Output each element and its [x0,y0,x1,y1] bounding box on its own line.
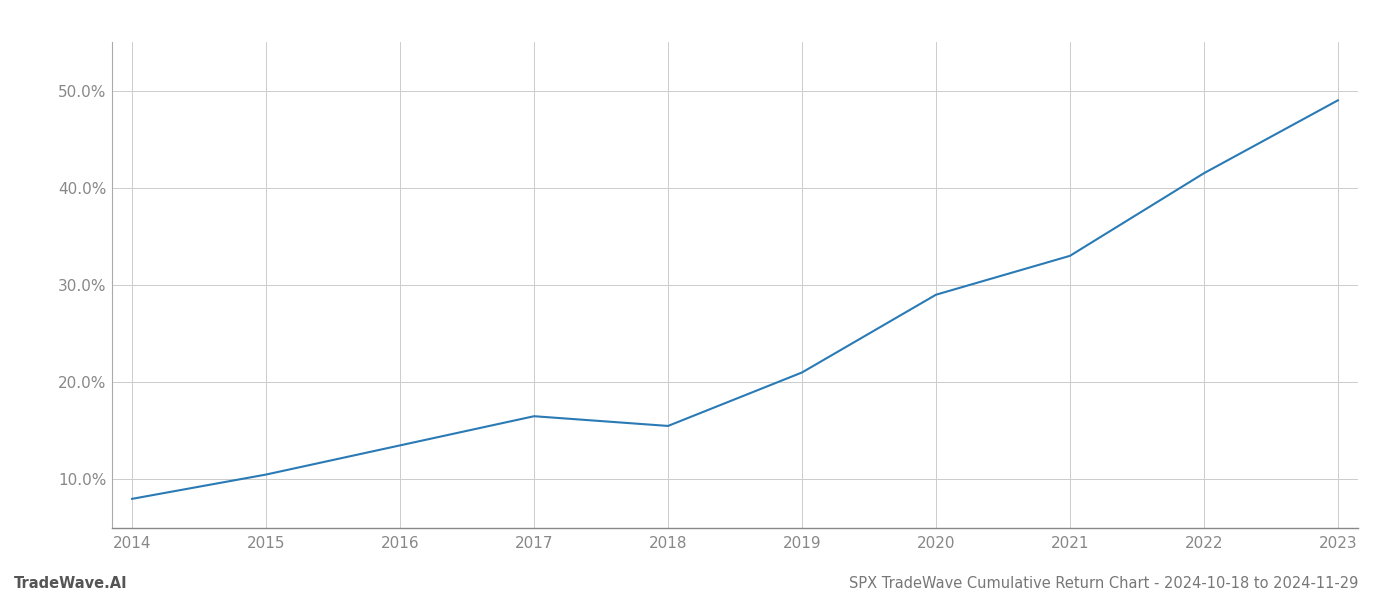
Text: TradeWave.AI: TradeWave.AI [14,576,127,591]
Text: SPX TradeWave Cumulative Return Chart - 2024-10-18 to 2024-11-29: SPX TradeWave Cumulative Return Chart - … [848,576,1358,591]
